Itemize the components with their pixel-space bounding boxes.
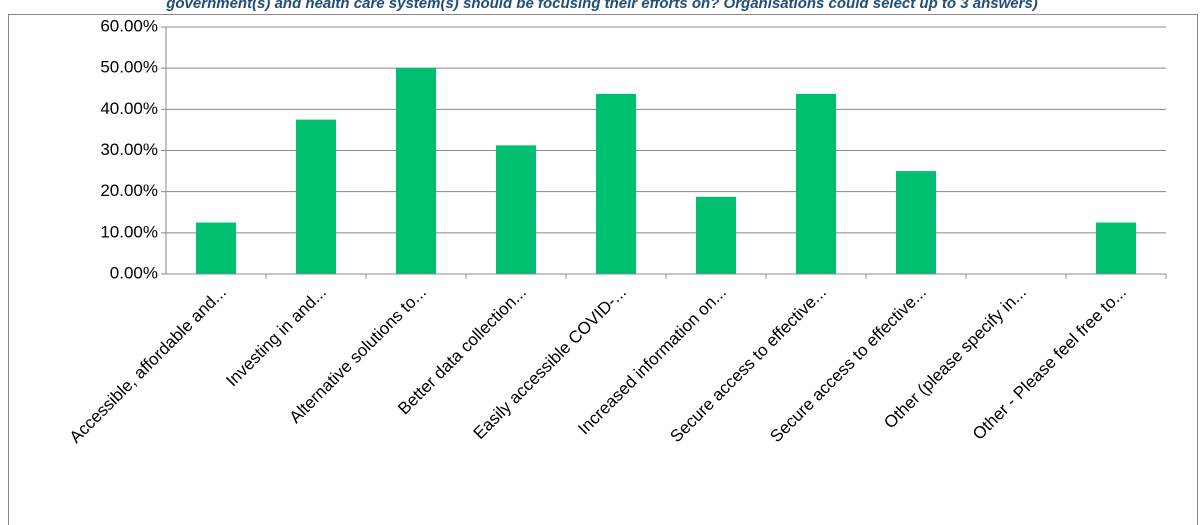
y-tick-label: 20.00% xyxy=(100,181,158,200)
y-tick-label: 0.00% xyxy=(110,263,158,282)
bar xyxy=(196,222,236,274)
bar xyxy=(296,119,336,274)
bar xyxy=(396,68,436,275)
bar xyxy=(496,145,536,274)
y-tick-label: 10.00% xyxy=(100,222,158,241)
title-band xyxy=(0,0,1204,14)
y-tick-label: 50.00% xyxy=(100,58,158,77)
bar xyxy=(1096,222,1136,274)
bar xyxy=(696,196,736,274)
y-tick-label: 60.00% xyxy=(100,16,158,35)
bar xyxy=(796,93,836,274)
y-tick-label: 30.00% xyxy=(100,140,158,159)
chart-title: government(s) and health care system(s) … xyxy=(165,0,1038,12)
bar xyxy=(896,171,936,274)
y-tick-label: 40.00% xyxy=(100,99,158,118)
bar xyxy=(596,93,636,274)
